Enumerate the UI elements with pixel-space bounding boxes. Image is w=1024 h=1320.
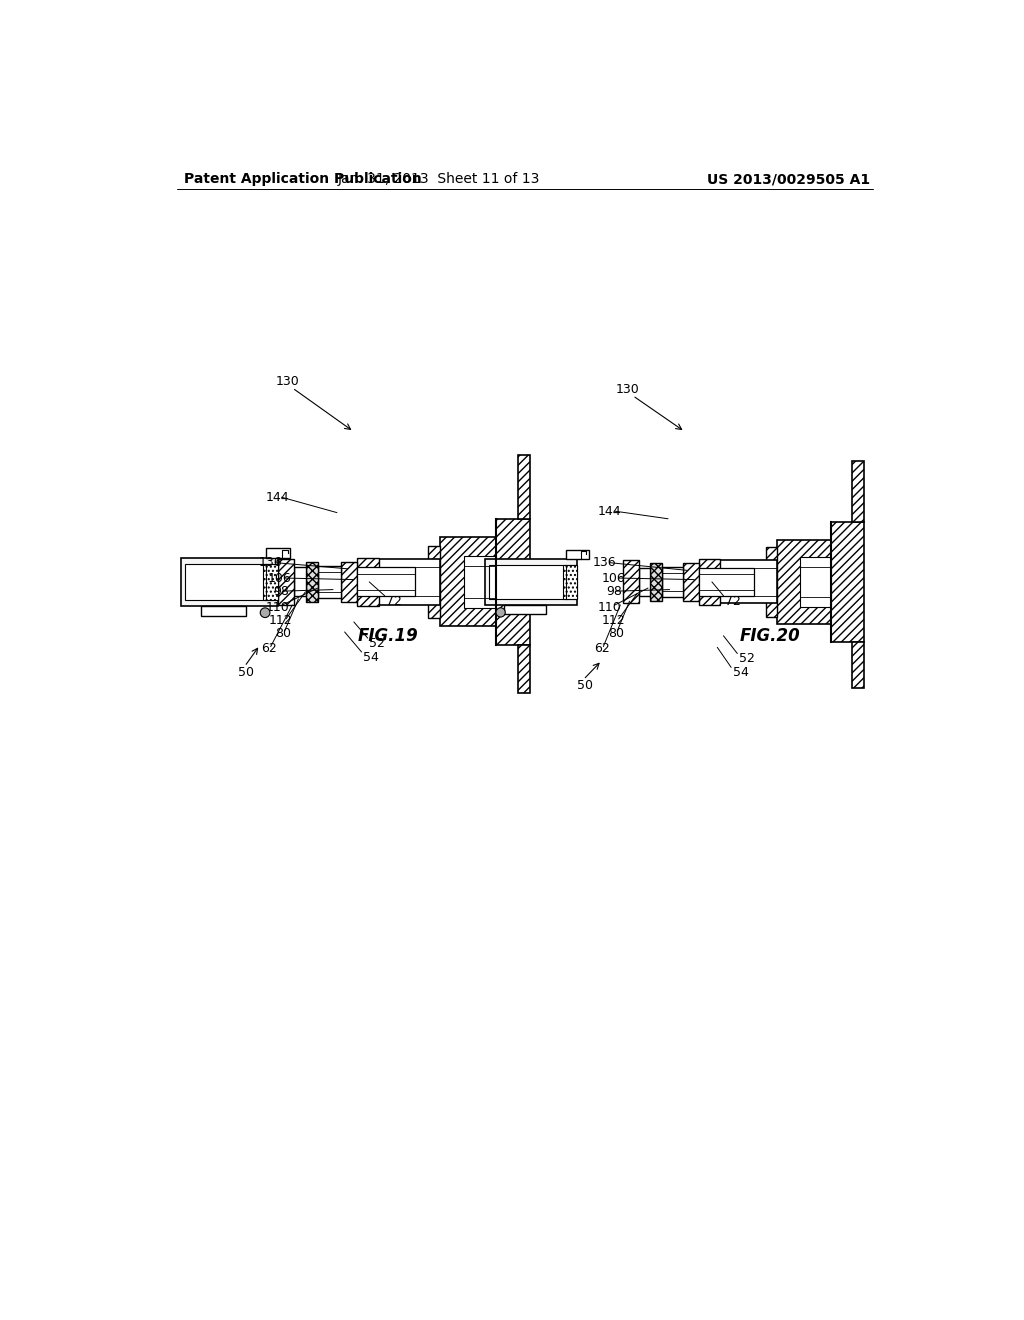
Polygon shape <box>801 557 831 607</box>
Text: 144: 144 <box>598 504 622 517</box>
Text: 106: 106 <box>602 572 626 585</box>
Polygon shape <box>504 605 547 614</box>
Text: 80: 80 <box>275 627 291 640</box>
Polygon shape <box>852 461 863 523</box>
Text: 54: 54 <box>733 667 749 680</box>
Polygon shape <box>831 523 863 642</box>
Circle shape <box>260 607 270 618</box>
Polygon shape <box>266 548 290 557</box>
Polygon shape <box>464 556 497 607</box>
Polygon shape <box>306 562 318 602</box>
Polygon shape <box>639 568 650 595</box>
Polygon shape <box>624 561 639 603</box>
Polygon shape <box>720 561 777 603</box>
Text: 144: 144 <box>265 491 289 504</box>
Text: 110: 110 <box>598 601 622 614</box>
Polygon shape <box>662 566 683 597</box>
Polygon shape <box>185 564 278 599</box>
Text: 136: 136 <box>593 556 616 569</box>
Polygon shape <box>357 568 416 597</box>
Polygon shape <box>852 642 863 688</box>
Text: 50: 50 <box>239 667 254 680</box>
Polygon shape <box>698 568 755 595</box>
Text: 106: 106 <box>267 572 292 585</box>
Text: Jan. 31, 2013  Sheet 11 of 13: Jan. 31, 2013 Sheet 11 of 13 <box>337 172 540 186</box>
Polygon shape <box>497 519 530 644</box>
Polygon shape <box>766 548 777 616</box>
Polygon shape <box>294 568 306 597</box>
Text: 112: 112 <box>269 614 293 627</box>
Text: 98: 98 <box>606 585 623 598</box>
Polygon shape <box>563 565 578 599</box>
Polygon shape <box>777 540 831 624</box>
Text: FIG.20: FIG.20 <box>739 627 800 644</box>
Text: 72: 72 <box>386 594 402 607</box>
Text: 136: 136 <box>259 556 283 569</box>
Text: 80: 80 <box>608 627 624 640</box>
Polygon shape <box>484 558 578 605</box>
Text: 52: 52 <box>370 638 385 649</box>
Text: 62: 62 <box>594 643 610 656</box>
Polygon shape <box>488 565 578 599</box>
Polygon shape <box>357 557 379 606</box>
Polygon shape <box>698 558 720 605</box>
Text: 130: 130 <box>615 383 639 396</box>
Text: 52: 52 <box>739 652 755 665</box>
Polygon shape <box>278 560 294 605</box>
Polygon shape <box>565 549 589 558</box>
Polygon shape <box>683 562 698 601</box>
Polygon shape <box>263 564 278 599</box>
Text: 98: 98 <box>273 585 289 598</box>
Circle shape <box>496 607 505 616</box>
Polygon shape <box>518 454 530 519</box>
Text: 130: 130 <box>275 375 299 388</box>
Text: US 2013/0029505 A1: US 2013/0029505 A1 <box>707 172 869 186</box>
Polygon shape <box>439 537 497 627</box>
Text: 50: 50 <box>578 680 593 693</box>
Text: 110: 110 <box>265 601 289 614</box>
Polygon shape <box>650 562 662 601</box>
Polygon shape <box>201 606 246 616</box>
Polygon shape <box>318 566 341 598</box>
Text: 62: 62 <box>261 643 278 656</box>
Polygon shape <box>428 545 439 618</box>
Text: 72: 72 <box>725 594 741 607</box>
Text: Patent Application Publication: Patent Application Publication <box>184 172 422 186</box>
Text: 112: 112 <box>602 614 626 627</box>
Polygon shape <box>518 644 530 693</box>
Text: FIG.19: FIG.19 <box>358 627 419 644</box>
Text: 54: 54 <box>364 651 379 664</box>
Polygon shape <box>341 562 357 602</box>
Polygon shape <box>379 560 439 605</box>
Polygon shape <box>181 557 278 606</box>
